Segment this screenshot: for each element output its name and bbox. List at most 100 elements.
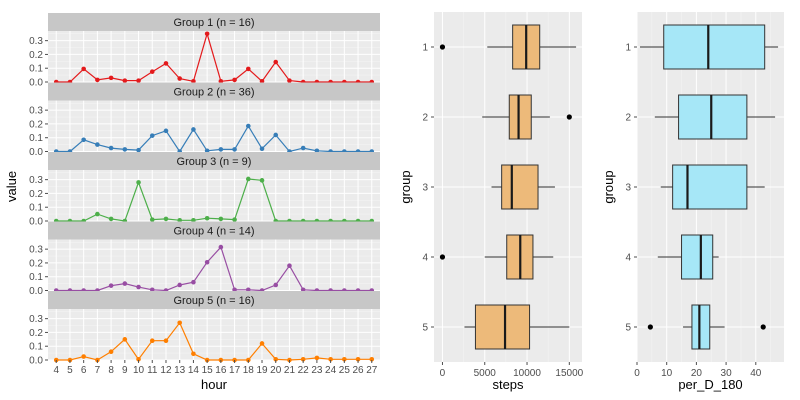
data-point — [149, 287, 155, 293]
data-point — [191, 351, 196, 357]
steps-boxplot-chart: 0 5000 10000 15000 1 2 3 4 5 steps group — [398, 12, 584, 392]
data-point — [122, 337, 128, 342]
x-tick-label: 5000 — [474, 368, 497, 379]
y-tick-label: 2 — [625, 113, 631, 124]
x-tick-label: 9 — [122, 365, 128, 376]
box-iqr — [681, 234, 714, 280]
data-point — [136, 180, 141, 185]
data-point — [245, 176, 251, 182]
data-point — [300, 145, 306, 151]
y-tick-label: 5 — [625, 323, 631, 334]
data-point — [95, 142, 100, 147]
box-iqr — [672, 164, 748, 210]
y-tick-label: 0.2 — [29, 258, 43, 269]
y-tick-label: 1 — [625, 43, 631, 54]
data-point — [245, 123, 251, 129]
data-point — [108, 349, 114, 355]
x-tick-label: 23 — [311, 365, 323, 376]
y-tick-label: 1 — [422, 43, 428, 54]
data-point — [273, 282, 279, 288]
y-tick-label: 0.0 — [29, 356, 43, 367]
data-point — [191, 279, 196, 285]
data-point — [122, 78, 128, 83]
data-point — [204, 215, 210, 221]
x-tick-label: 15 — [202, 365, 214, 376]
data-point — [300, 357, 306, 362]
box-iqr — [663, 24, 766, 70]
outlier-point — [439, 254, 446, 260]
y-tick-label: 0.2 — [29, 119, 43, 130]
data-point — [218, 79, 224, 84]
facet-panel — [48, 309, 380, 360]
x-tick-label: 20 — [691, 368, 703, 379]
data-point — [177, 320, 183, 326]
y-tick-label: 2 — [422, 113, 428, 124]
x-tick-label: 4 — [53, 365, 59, 376]
data-point — [108, 283, 114, 288]
box-iqr — [678, 94, 748, 140]
x-tick-label: 30 — [721, 368, 733, 379]
y-tick-label: 5 — [422, 323, 428, 334]
data-point — [259, 178, 265, 183]
x-tick-label: 10 — [133, 365, 145, 376]
data-point — [287, 263, 292, 268]
data-point — [369, 357, 375, 362]
x-tick-label: 11 — [147, 365, 158, 376]
facet-strip — [48, 291, 380, 309]
data-point — [259, 341, 265, 346]
facet-panel — [48, 100, 380, 152]
x-tick-label: 16 — [215, 365, 227, 376]
y-tick-label: 0.3 — [29, 175, 43, 186]
y-tick-label: 0.2 — [29, 50, 43, 61]
data-point — [177, 218, 183, 223]
data-point — [122, 281, 128, 286]
x-axis-title: hour — [201, 377, 228, 392]
data-point — [108, 216, 114, 222]
data-point — [232, 77, 237, 83]
data-point — [218, 244, 224, 250]
box-iqr — [474, 304, 531, 350]
data-point — [204, 31, 210, 37]
x-tick-label: 15000 — [555, 368, 583, 379]
x-tick-label: 27 — [366, 365, 378, 376]
y-tick-label: 0.3 — [29, 314, 43, 325]
x-tick-label: 13 — [174, 365, 186, 376]
data-point — [149, 217, 155, 222]
facet-strip — [48, 152, 380, 170]
hourly-value-facet-chart: Group 1 (n = 16) 0.0 0.1 0.2 0.3 Group 2 (n =… — [4, 13, 380, 392]
data-point — [149, 338, 155, 344]
x-tick-label: 5 — [67, 365, 73, 376]
data-point — [287, 78, 292, 83]
data-point — [314, 355, 320, 361]
y-tick-label: 0.3 — [29, 106, 43, 117]
x-axis-title: per_D_180 — [678, 377, 742, 392]
y-tick-label: 3 — [625, 183, 631, 194]
data-point — [314, 148, 320, 154]
data-point — [163, 128, 169, 134]
y-tick-label: 0.3 — [29, 245, 43, 256]
outlier-point — [566, 114, 572, 120]
y-tick-label: 3 — [422, 183, 428, 194]
data-point — [204, 259, 210, 265]
x-tick-label: 40 — [750, 368, 762, 379]
data-point — [81, 354, 86, 359]
data-point — [95, 77, 100, 83]
x-tick-label: 0 — [634, 368, 640, 379]
x-tick-label: 24 — [325, 365, 337, 376]
data-point — [232, 147, 237, 152]
y-tick-label: 4 — [625, 253, 631, 264]
facet-strip — [48, 82, 380, 101]
data-point — [191, 218, 196, 223]
x-tick-label: 12 — [160, 365, 172, 376]
y-tick-label: 0.0 — [29, 147, 43, 158]
data-point — [177, 76, 183, 81]
data-point — [328, 357, 333, 362]
data-point — [273, 357, 279, 362]
data-point — [95, 211, 100, 217]
data-point — [273, 132, 279, 138]
facet-strip — [48, 221, 380, 240]
y-tick-label: 0.0 — [29, 286, 43, 297]
y-tick-label: 0.0 — [29, 78, 43, 89]
facet-strip — [48, 13, 380, 31]
x-tick-label: 7 — [95, 365, 101, 376]
